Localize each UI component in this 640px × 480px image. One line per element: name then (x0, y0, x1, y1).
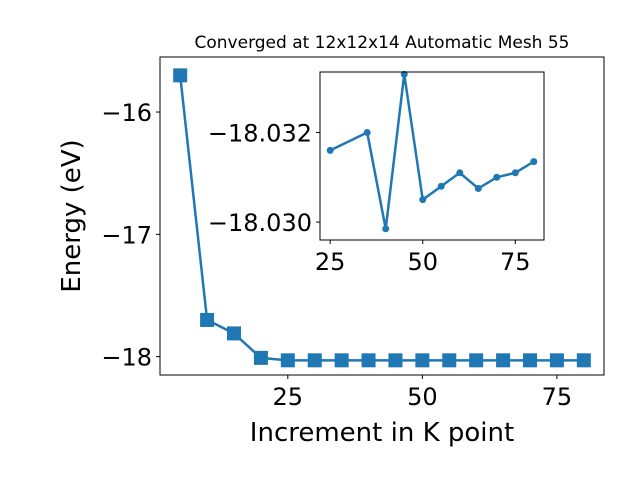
main-x-tick-label: 75 (542, 383, 573, 411)
main-data-point (334, 353, 349, 368)
main-data-point (280, 353, 295, 368)
main-data-point (549, 353, 564, 368)
main-data-point (388, 353, 403, 368)
main-data-point (469, 353, 484, 368)
main-series-line (178, 75, 584, 362)
inset-plot: 25 50 75 −18.032 −18.030 (208, 70, 545, 276)
inset-y-tick-label: −18.030 (208, 209, 312, 237)
inset-x-tick-label: 75 (500, 248, 531, 276)
main-data-point (173, 68, 188, 83)
main-data-point (415, 353, 430, 368)
chart-title: Converged at 12x12x14 Automatic Mesh 55 (195, 33, 570, 53)
y-axis-label: Energy (eV) (57, 139, 87, 292)
inset-data-point (326, 146, 334, 154)
main-data-point (442, 353, 457, 368)
inset-data-point (511, 169, 519, 177)
inset-data-point (363, 128, 371, 136)
main-data-point (523, 353, 537, 368)
main-y-tick-label: −16 (101, 99, 152, 127)
main-data-point (576, 353, 591, 368)
inset-x-tick-label: 50 (407, 248, 438, 276)
inset-plot-background (320, 72, 544, 240)
inset-data-point (474, 184, 482, 192)
inset-plot-frame (319, 71, 545, 241)
main-data-point (361, 353, 376, 368)
inset-data-point (456, 169, 464, 177)
inset-data-point (493, 173, 501, 181)
inset-data-point (437, 182, 445, 190)
main-data-point (307, 353, 322, 368)
main-x-tick-label: 50 (407, 383, 438, 411)
inset-x-tick-label: 25 (315, 248, 346, 276)
main-y-tick-label: −18 (101, 344, 152, 372)
main-data-point (253, 350, 268, 365)
x-axis-label: Increment in K point (250, 418, 514, 448)
main-data-point (496, 353, 511, 368)
main-plot-frame (159, 56, 605, 376)
main-data-point (227, 326, 241, 341)
inset-data-point (530, 158, 538, 166)
main-y-tick-label: −17 (101, 221, 152, 249)
main-x-tick-label: 25 (273, 383, 304, 411)
inset-data-point (419, 196, 427, 204)
main-data-point (200, 312, 215, 327)
inset-y-tick-label: −18.032 (208, 119, 312, 147)
inset-data-point (382, 225, 390, 233)
